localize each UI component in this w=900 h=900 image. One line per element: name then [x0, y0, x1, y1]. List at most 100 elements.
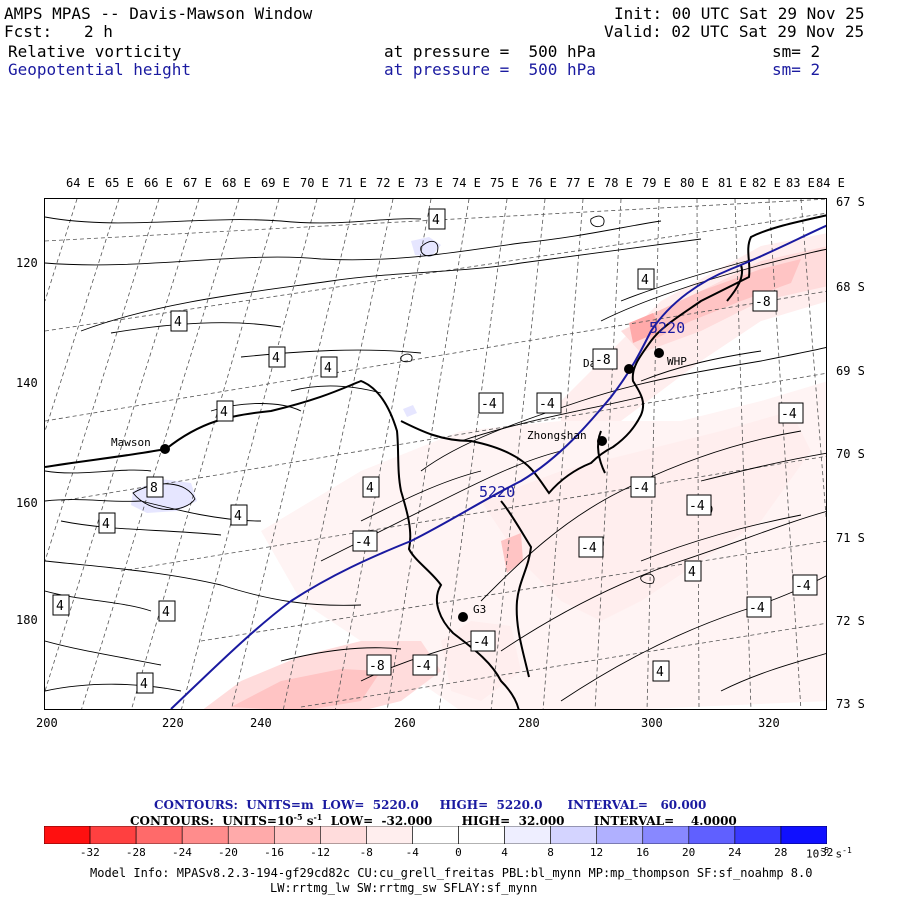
- vort-label: -4: [481, 397, 497, 412]
- lon-label: 80 E: [680, 176, 709, 190]
- vort-label: -8: [595, 353, 611, 368]
- lon-label: 73 E: [414, 176, 443, 190]
- vort-label: -8: [755, 295, 771, 310]
- colorbar-cell: [181, 826, 229, 844]
- lon-label: 77 E: [566, 176, 595, 190]
- lat-label: 70 S: [836, 447, 865, 461]
- contour-info-range: LOW= -32.000 HIGH= 32.000 INTERVAL= 4.00…: [322, 814, 737, 828]
- contour-info-units-s: s: [302, 814, 314, 828]
- colorbar-label: 28: [774, 846, 788, 859]
- colorbar-label: 16: [635, 846, 650, 859]
- x-grid-label: 200: [36, 716, 58, 730]
- vort-label: -4: [689, 499, 705, 514]
- colorbar-unit-tail: s: [828, 847, 843, 861]
- vort-label: -4: [781, 407, 797, 422]
- vort-label: -4: [581, 541, 597, 556]
- vort-label: 4: [656, 665, 664, 680]
- vort-label: 4: [272, 351, 280, 366]
- vort-label: 4: [162, 605, 170, 620]
- y-grid-label: 160: [16, 496, 38, 510]
- colorbar-cell: [458, 826, 505, 844]
- colorbar-label: 12: [589, 846, 604, 859]
- colorbar-unit-tail-exp: -1: [842, 846, 852, 855]
- vorticity-shading: [131, 233, 826, 709]
- valid-time: Valid: 02 UTC Sat 29 Nov 25: [604, 22, 865, 41]
- colorbar-label: 0: [455, 846, 462, 859]
- colorbar-label: 24: [728, 846, 742, 859]
- colorbar-unit: 10-5 s-1: [806, 846, 852, 861]
- vort-label: 4: [234, 509, 242, 524]
- lon-label: 68 E: [222, 176, 251, 190]
- vort-label: 4: [56, 599, 64, 614]
- colorbar-cell: [273, 826, 321, 844]
- lon-label: 70 E: [300, 176, 329, 190]
- contour-info-vorticity: CONTOURS: UNITS=10-5 s-1 LOW= -32.000 HI…: [130, 812, 737, 828]
- height-label: 5220: [479, 483, 515, 501]
- init-time: Init: 00 UTC Sat 29 Nov 25: [614, 4, 865, 23]
- lat-label: 73 S: [836, 697, 865, 711]
- model-info-line1: Model Info: MPASv8.2.3-194-gf29cd82c CU:…: [90, 866, 813, 880]
- plot-title: AMPS MPAS -- Davis-Mawson Window: [4, 4, 313, 23]
- field1-smoothing: sm= 2: [772, 42, 821, 61]
- lon-label: 69 E: [261, 176, 290, 190]
- vorticity-contours: [45, 215, 826, 702]
- lon-label: 72 E: [376, 176, 405, 190]
- model-info-line2: LW:rrtmg_lw SW:rrtmg_sw SFLAY:sf_mynn: [270, 881, 538, 895]
- lon-label: 79 E: [642, 176, 671, 190]
- colorbar-unit-base: 10: [806, 847, 820, 861]
- x-grid-label: 260: [394, 716, 416, 730]
- lat-label: 69 S: [836, 364, 865, 378]
- vort-label: -4: [473, 635, 489, 650]
- lat-label: 71 S: [836, 531, 865, 545]
- y-grid-label: 120: [16, 256, 38, 270]
- colorbar-label: -32: [79, 846, 100, 859]
- contour-info-units: CONTOURS: UNITS=10: [130, 814, 294, 828]
- vort-label: 4: [324, 361, 332, 376]
- lon-label: 76 E: [528, 176, 557, 190]
- lon-label: 66 E: [144, 176, 173, 190]
- station-dot-whp: [654, 348, 664, 358]
- vort-label: 4: [102, 517, 110, 532]
- vort-label: -4: [355, 535, 371, 550]
- vort-label: 4: [220, 405, 228, 420]
- colorbar-label: 4: [501, 846, 508, 859]
- colorbar-cell: [504, 826, 551, 844]
- colorbar-cell: [642, 826, 690, 844]
- vort-label: 4: [688, 565, 696, 580]
- colorbar-cell: [688, 826, 736, 844]
- x-grid-label: 280: [518, 716, 540, 730]
- lat-label: 67 S: [836, 195, 865, 209]
- map-panel: Mawson Davis WHP Zhongshan G3 5220 5220 …: [44, 198, 827, 710]
- colorbar-unit-exp: -5: [819, 846, 829, 855]
- field2-smoothing: sm= 2: [772, 60, 821, 79]
- colorbar-label: -24: [171, 846, 192, 859]
- vort-label: 4: [366, 481, 374, 496]
- fcst-value: 2 h: [84, 22, 113, 41]
- y-grid-label: 180: [16, 613, 38, 627]
- lon-label: 75 E: [490, 176, 519, 190]
- station-label-mawson: Mawson: [111, 436, 151, 449]
- vort-label: 4: [174, 315, 182, 330]
- lon-label: 83 E: [786, 176, 815, 190]
- colorbar-label: 8: [547, 846, 554, 859]
- colorbar-cell: [366, 826, 413, 844]
- x-grid-label: 300: [641, 716, 663, 730]
- contour-info-units-s-exp: -1: [313, 812, 323, 822]
- colorbar-cell: [44, 826, 91, 844]
- field2-name: Geopotential height: [8, 60, 192, 79]
- lon-label: 78 E: [604, 176, 633, 190]
- vort-label: 8: [150, 481, 158, 496]
- colorbar-cell: [89, 826, 137, 844]
- height-contour-5220: [170, 224, 826, 709]
- colorbar-cell: [320, 826, 367, 844]
- vort-label: 4: [432, 213, 440, 228]
- lon-label: 74 E: [452, 176, 481, 190]
- contour-info-height: CONTOURS: UNITS=m LOW= 5220.0 HIGH= 5220…: [154, 798, 707, 812]
- lon-label: 82 E: [752, 176, 781, 190]
- colorbar-label: -20: [218, 846, 238, 859]
- station-dot-g3: [458, 612, 468, 622]
- map-canvas: Mawson Davis WHP Zhongshan G3 5220 5220 …: [45, 199, 826, 709]
- colorbar-cell: [412, 826, 459, 844]
- station-dot-zhongshan: [597, 436, 607, 446]
- x-grid-label: 240: [250, 716, 272, 730]
